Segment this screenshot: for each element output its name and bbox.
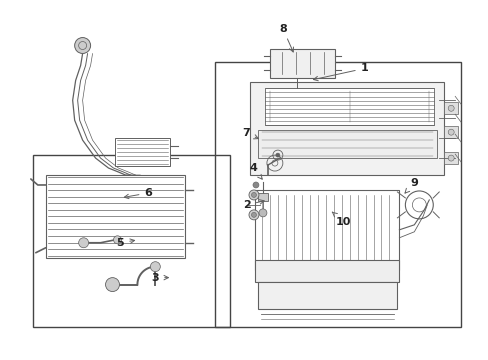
Circle shape — [251, 193, 256, 197]
Circle shape — [248, 190, 259, 200]
Text: 4: 4 — [248, 163, 262, 179]
Circle shape — [248, 210, 259, 220]
Bar — [443, 152, 457, 164]
Circle shape — [150, 262, 160, 272]
Bar — [258, 282, 397, 310]
Text: 5: 5 — [117, 238, 134, 248]
Circle shape — [259, 209, 266, 217]
Text: 10: 10 — [332, 212, 350, 227]
Text: 9: 9 — [404, 178, 417, 193]
Text: 7: 7 — [242, 128, 258, 139]
Bar — [443, 126, 457, 138]
Bar — [269, 49, 334, 78]
Circle shape — [251, 212, 256, 217]
Text: 8: 8 — [279, 24, 293, 52]
Bar — [254, 260, 399, 282]
Circle shape — [252, 182, 259, 188]
Bar — [443, 102, 457, 114]
Circle shape — [79, 238, 88, 248]
Text: 2: 2 — [243, 200, 264, 210]
Circle shape — [105, 278, 119, 292]
Bar — [258, 130, 436, 158]
Bar — [254, 190, 399, 270]
Circle shape — [447, 129, 453, 135]
Bar — [115, 138, 170, 166]
Bar — [249, 82, 443, 175]
Text: 1: 1 — [313, 63, 367, 81]
Circle shape — [275, 153, 279, 157]
FancyBboxPatch shape — [258, 193, 267, 201]
Bar — [33, 155, 229, 328]
Circle shape — [113, 236, 121, 244]
Text: 3: 3 — [151, 273, 168, 283]
Text: 6: 6 — [124, 188, 152, 199]
Bar — [215, 62, 460, 328]
Circle shape — [447, 155, 453, 161]
Circle shape — [447, 105, 453, 111]
Bar — [46, 175, 185, 258]
Circle shape — [75, 37, 90, 54]
Bar — [264, 88, 433, 125]
